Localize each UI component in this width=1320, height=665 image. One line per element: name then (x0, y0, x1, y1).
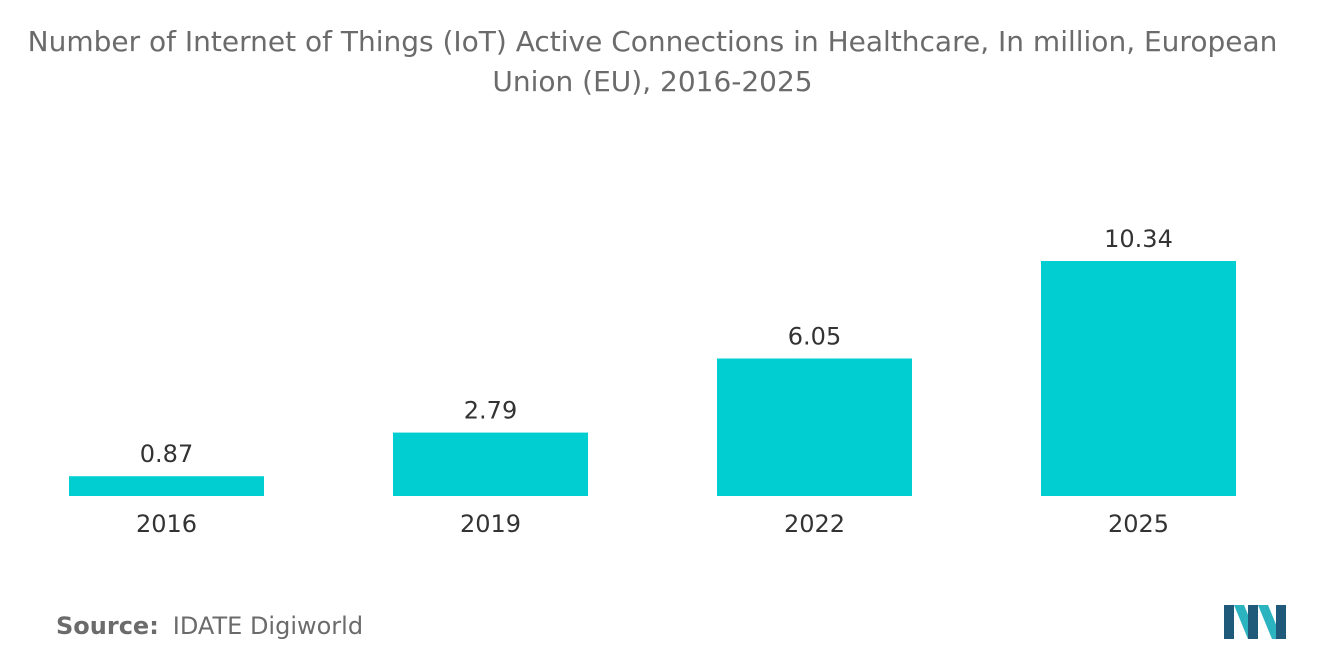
bar-2025 (1041, 261, 1236, 496)
chart-title-line-2: Union (EU), 2016-2025 (492, 65, 813, 98)
data-label-2025: 10.34 (1104, 225, 1173, 253)
data-label-2022: 6.05 (788, 323, 841, 351)
source-note: Source: IDATE Digiworld (56, 612, 363, 640)
chart-title-line-1: Number of Internet of Things (IoT) Activ… (27, 25, 1278, 58)
x-tick-label-2019: 2019 (460, 510, 521, 538)
source-text: IDATE Digiworld (172, 612, 364, 640)
x-tick-label-2025: 2025 (1108, 510, 1169, 538)
mordor-intelligence-logo-icon (1224, 603, 1290, 644)
bar-2022 (717, 358, 912, 496)
data-label-2016: 0.87 (140, 440, 193, 468)
x-tick-label-2016: 2016 (136, 510, 197, 538)
bar-2019 (393, 432, 588, 496)
source-label: Source: (56, 612, 159, 640)
x-tick-label-2022: 2022 (784, 510, 845, 538)
data-label-2019: 2.79 (464, 397, 517, 425)
bar-2016 (69, 476, 264, 496)
chart-title: Number of Internet of Things (IoT) Activ… (0, 22, 1305, 102)
